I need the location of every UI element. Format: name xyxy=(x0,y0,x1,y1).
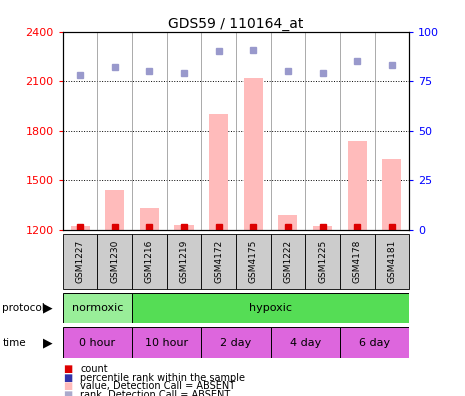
Text: protocol: protocol xyxy=(2,303,45,313)
Bar xyxy=(313,227,332,230)
Bar xyxy=(63,327,132,358)
Bar xyxy=(340,234,374,289)
Bar xyxy=(375,234,409,289)
Text: ▶: ▶ xyxy=(43,336,53,349)
Bar xyxy=(305,234,340,289)
Text: GSM4172: GSM4172 xyxy=(214,240,223,283)
Text: ▶: ▶ xyxy=(43,301,53,314)
Text: GSM1225: GSM1225 xyxy=(318,240,327,283)
Bar xyxy=(244,78,263,230)
Bar xyxy=(167,234,201,289)
Text: rank, Detection Call = ABSENT: rank, Detection Call = ABSENT xyxy=(80,390,231,396)
Bar xyxy=(271,234,305,289)
Bar xyxy=(201,234,236,289)
Bar xyxy=(174,225,193,230)
Text: ■: ■ xyxy=(63,381,72,392)
Bar xyxy=(63,293,132,323)
Text: value, Detection Call = ABSENT: value, Detection Call = ABSENT xyxy=(80,381,236,392)
Bar xyxy=(105,190,124,230)
Bar xyxy=(71,227,90,230)
Text: ■: ■ xyxy=(63,364,72,374)
Text: percentile rank within the sample: percentile rank within the sample xyxy=(80,373,246,383)
Text: GSM4181: GSM4181 xyxy=(387,240,396,283)
Title: GDS59 / 110164_at: GDS59 / 110164_at xyxy=(168,17,304,30)
Bar xyxy=(382,159,401,230)
Bar xyxy=(236,234,271,289)
Text: GSM1230: GSM1230 xyxy=(110,240,119,283)
Bar xyxy=(201,327,271,358)
Text: 4 day: 4 day xyxy=(290,337,321,348)
Text: 2 day: 2 day xyxy=(220,337,252,348)
Bar xyxy=(98,234,132,289)
Bar xyxy=(271,327,340,358)
Text: GSM4178: GSM4178 xyxy=(353,240,362,283)
Text: hypoxic: hypoxic xyxy=(249,303,292,313)
Bar xyxy=(140,208,159,230)
Bar xyxy=(340,327,409,358)
Text: GSM1222: GSM1222 xyxy=(284,240,292,283)
Bar xyxy=(132,327,201,358)
Bar xyxy=(348,141,367,230)
Text: 6 day: 6 day xyxy=(359,337,390,348)
Text: normoxic: normoxic xyxy=(72,303,123,313)
Text: GSM1227: GSM1227 xyxy=(76,240,85,283)
Text: GSM1219: GSM1219 xyxy=(179,240,188,283)
Text: 0 hour: 0 hour xyxy=(80,337,115,348)
Text: count: count xyxy=(80,364,108,374)
Text: GSM4175: GSM4175 xyxy=(249,240,258,283)
Bar xyxy=(132,293,409,323)
Bar xyxy=(132,234,166,289)
Text: ■: ■ xyxy=(63,373,72,383)
Text: ■: ■ xyxy=(63,390,72,396)
Bar xyxy=(209,114,228,230)
Text: GSM1216: GSM1216 xyxy=(145,240,154,283)
Text: time: time xyxy=(2,337,26,348)
Bar xyxy=(63,234,98,289)
Text: 10 hour: 10 hour xyxy=(145,337,188,348)
Bar xyxy=(279,215,298,230)
